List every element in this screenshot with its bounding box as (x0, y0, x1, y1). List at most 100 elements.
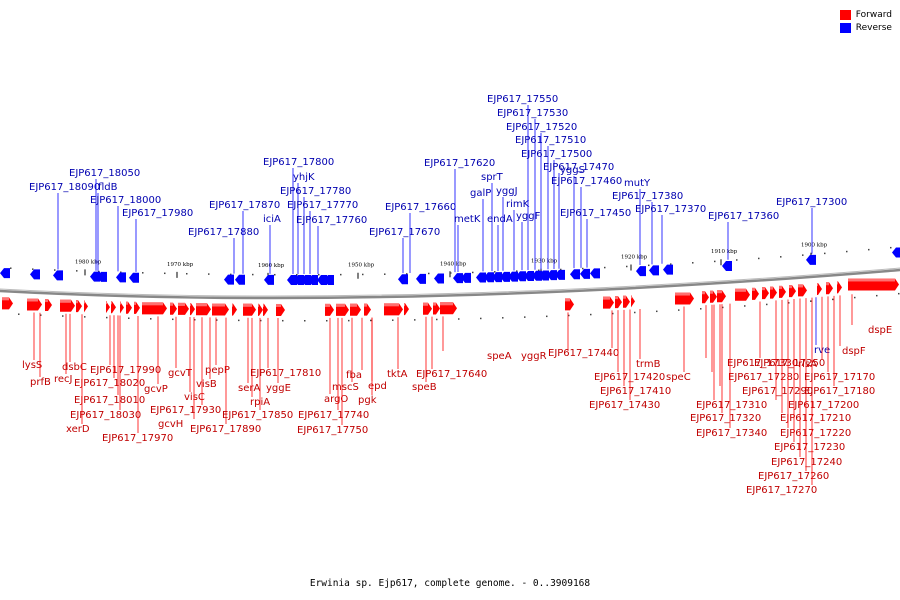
minor-tick-upper (450, 272, 452, 274)
forward-gene-block (190, 303, 195, 316)
forward-gene-label: EJP617_17290 (742, 386, 813, 397)
forward-gene-block (404, 303, 409, 316)
forward-gene-highlight (212, 303, 225, 307)
reverse-gene-arrow (580, 268, 590, 279)
minor-tick-upper (208, 273, 210, 275)
minor-tick-lower (40, 314, 42, 316)
reverse-gene-label: EJP617_18090 (29, 182, 100, 193)
reverse-gene-arrow (129, 272, 139, 283)
forward-gene-highlight (675, 292, 690, 296)
minor-tick-upper (604, 266, 606, 269)
reverse-gene-label: EJP617_17470 (543, 162, 614, 173)
forward-gene-highlight (837, 281, 838, 285)
forward-gene-label: EJP617_17810 (250, 368, 321, 379)
forward-gene-label: visB (196, 379, 217, 390)
forward-gene-label: EJP617_17750 (297, 425, 368, 436)
minor-tick-lower (898, 292, 900, 295)
reverse-gene-label: EJP617_17520 (506, 122, 577, 133)
reverse-gene-arrow (892, 247, 900, 258)
forward-gene-label: yggE (266, 383, 291, 394)
forward-gene-label: EJP617_17250 (754, 358, 825, 369)
forward-gene-label: EJP617_17260 (758, 471, 829, 482)
forward-gene-label: rlsA (798, 359, 817, 370)
minor-tick-upper (516, 270, 518, 272)
minor-tick-upper (648, 264, 650, 267)
minor-tick-lower (568, 314, 570, 317)
minor-tick-lower (480, 317, 482, 320)
forward-gene-label: EJP617_17200 (788, 400, 859, 411)
reverse-gene-label: EJP617_17780 (280, 186, 351, 197)
minor-tick-lower (84, 316, 86, 318)
minor-tick-lower (18, 313, 20, 315)
kbp-tick-label: 1930 kbp (531, 258, 558, 264)
minor-tick-upper (494, 271, 496, 273)
minor-tick-upper (802, 254, 804, 256)
reverse-gene-arrow (547, 270, 557, 281)
reverse-gene-arrow (30, 269, 40, 280)
reverse-gene-arrow (416, 273, 426, 284)
reverse-gene-label: EJP617_17370 (635, 204, 706, 215)
reverse-gene-label: EJP617_17460 (551, 176, 622, 187)
forward-gene-label: EJP617_17340 (696, 428, 767, 439)
reverse-gene-label: EJP617_18050 (69, 168, 140, 179)
legend-label-forward: Forward (855, 9, 892, 20)
forward-gene-label: trmB (636, 359, 661, 370)
minor-tick-upper (736, 259, 738, 261)
reverse-gene-label: EJP617_17300 (776, 197, 847, 208)
reverse-gene-label: mutY (624, 178, 651, 189)
forward-gene-highlight (623, 295, 626, 299)
minor-tick-lower (304, 319, 306, 322)
reverse-gene-arrow (806, 254, 816, 265)
reverse-gene-label: EJP617_17800 (263, 157, 334, 168)
forward-gene-label: xerD (66, 424, 90, 435)
reverse-gene-arrow (434, 273, 444, 284)
forward-gene-block (263, 303, 268, 316)
forward-gene-label: EJP617_17850 (222, 410, 293, 421)
forward-gene-label: EJP617_18030 (70, 410, 141, 421)
reverse-gene-label: EJP617_17550 (487, 94, 558, 105)
reverse-gene-arrow (636, 266, 646, 277)
minor-tick-lower (810, 300, 812, 302)
minor-tick-upper (362, 273, 364, 276)
forward-gene-label: gcvH (158, 419, 183, 430)
reverse-gene-label: EJP617_17450 (560, 208, 631, 219)
reverse-gene-label: EJP617_17980 (122, 208, 193, 219)
minor-tick-lower (656, 310, 658, 313)
reverse-gene-arrow (524, 271, 534, 282)
minor-tick-upper (186, 272, 188, 275)
minor-tick-upper (846, 250, 848, 253)
forward-gene-highlight (84, 300, 85, 304)
minor-tick-upper (428, 272, 430, 275)
forward-gene-highlight (735, 288, 746, 292)
forward-gene-highlight (60, 299, 71, 303)
minor-tick-lower (150, 318, 152, 320)
minor-tick-lower (216, 319, 218, 321)
minor-tick-lower (348, 319, 350, 322)
forward-gene-highlight (710, 290, 713, 294)
forward-gene-highlight (798, 284, 803, 288)
reverse-gene-arrow (0, 268, 10, 279)
forward-gene-highlight (2, 297, 9, 301)
forward-gene-label: EJP617_17230 (774, 442, 845, 453)
kbp-tick-label: 1970 kbp (167, 262, 194, 268)
reverse-gene-arrow (53, 270, 63, 281)
minor-tick-upper (472, 271, 474, 274)
minor-tick-lower (788, 302, 790, 304)
minor-tick-lower (546, 315, 548, 318)
minor-tick-lower (678, 309, 680, 311)
kbp-tick-label: 1910 kbp (711, 249, 738, 255)
forward-gene-label: lysS (22, 360, 42, 371)
minor-tick-upper (538, 269, 540, 272)
reverse-gene-label: EJP617_17510 (515, 135, 586, 146)
reverse-gene-arrow (90, 271, 100, 282)
forward-gene-highlight (243, 303, 252, 307)
forward-gene-highlight (762, 287, 765, 291)
forward-gene-label: EJP617_17890 (190, 424, 261, 435)
minor-tick-upper (340, 273, 342, 276)
forward-gene-highlight (717, 290, 722, 294)
minor-tick-upper (824, 252, 826, 255)
minor-tick-lower (172, 318, 174, 321)
genome-backbone (0, 268, 900, 300)
forward-gene-label: dspF (842, 346, 866, 357)
